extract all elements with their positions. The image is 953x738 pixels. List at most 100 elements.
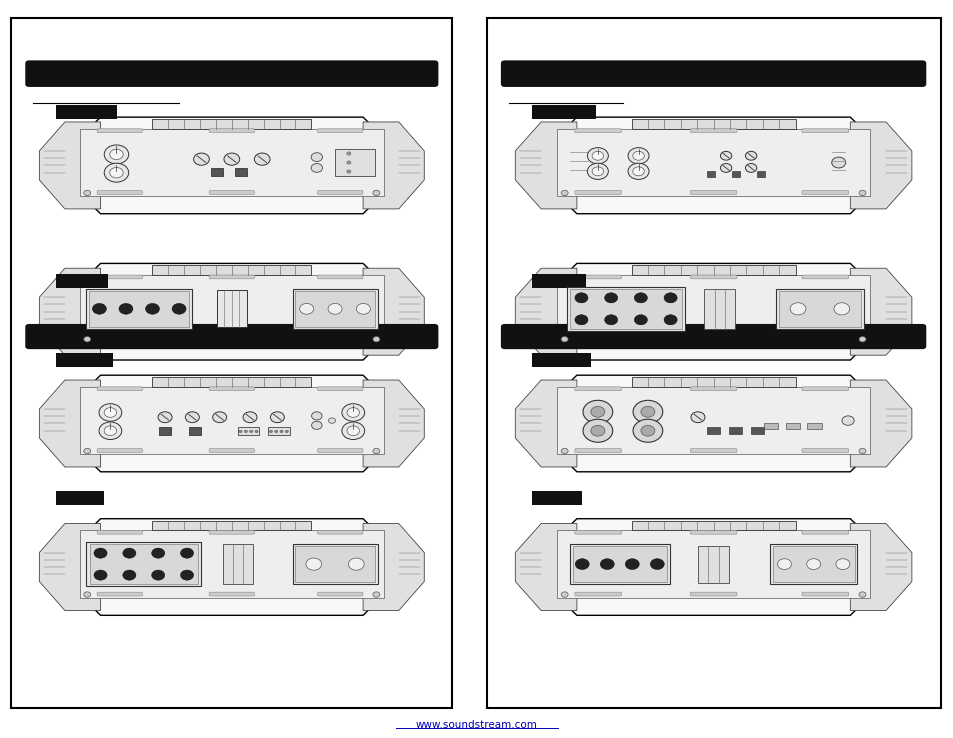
Bar: [80, 275, 383, 342]
Bar: [631, 119, 795, 128]
Circle shape: [858, 448, 865, 454]
Circle shape: [663, 314, 677, 325]
Polygon shape: [363, 122, 424, 209]
Polygon shape: [363, 380, 424, 467]
Circle shape: [604, 314, 617, 325]
FancyBboxPatch shape: [317, 387, 362, 390]
Circle shape: [348, 558, 364, 570]
FancyBboxPatch shape: [690, 337, 736, 341]
Bar: [750, 427, 762, 434]
Circle shape: [575, 293, 587, 303]
FancyBboxPatch shape: [97, 337, 142, 341]
Circle shape: [93, 570, 107, 580]
Circle shape: [285, 430, 288, 432]
Polygon shape: [515, 268, 577, 355]
Circle shape: [634, 314, 647, 325]
Bar: [55, 274, 109, 288]
Circle shape: [346, 170, 351, 173]
FancyBboxPatch shape: [801, 190, 848, 194]
Circle shape: [269, 430, 273, 432]
Polygon shape: [527, 375, 899, 472]
Circle shape: [93, 548, 107, 558]
Circle shape: [152, 548, 165, 558]
Bar: [557, 531, 869, 598]
Circle shape: [373, 337, 379, 342]
Bar: [55, 105, 117, 119]
Bar: [189, 427, 201, 435]
Circle shape: [84, 337, 91, 342]
Bar: [159, 427, 171, 435]
FancyBboxPatch shape: [575, 337, 620, 341]
FancyBboxPatch shape: [690, 275, 736, 279]
Circle shape: [575, 559, 589, 570]
Circle shape: [193, 153, 209, 165]
Bar: [80, 128, 383, 196]
Circle shape: [84, 190, 91, 196]
Circle shape: [104, 145, 129, 164]
Bar: [557, 387, 869, 455]
FancyBboxPatch shape: [690, 128, 736, 133]
Bar: [237, 427, 259, 435]
Polygon shape: [849, 268, 911, 355]
Polygon shape: [527, 519, 899, 615]
Bar: [557, 275, 869, 342]
FancyBboxPatch shape: [575, 190, 620, 194]
Circle shape: [92, 303, 107, 314]
FancyBboxPatch shape: [690, 592, 736, 596]
Text: www.soundstream.com: www.soundstream.com: [416, 720, 537, 730]
FancyBboxPatch shape: [801, 592, 848, 596]
Circle shape: [243, 412, 256, 423]
Circle shape: [346, 161, 351, 164]
Polygon shape: [849, 122, 911, 209]
Circle shape: [560, 337, 568, 342]
FancyBboxPatch shape: [317, 275, 362, 279]
Bar: [55, 353, 112, 367]
FancyBboxPatch shape: [97, 190, 142, 194]
FancyBboxPatch shape: [317, 449, 362, 452]
FancyBboxPatch shape: [801, 449, 848, 452]
FancyBboxPatch shape: [25, 324, 438, 349]
Circle shape: [560, 592, 568, 597]
Bar: [234, 168, 247, 176]
Circle shape: [590, 425, 604, 436]
Circle shape: [587, 163, 608, 179]
Bar: [211, 168, 222, 176]
FancyBboxPatch shape: [575, 531, 620, 534]
Bar: [293, 289, 377, 329]
FancyBboxPatch shape: [575, 387, 620, 390]
Circle shape: [146, 303, 159, 314]
FancyBboxPatch shape: [97, 531, 142, 534]
Bar: [703, 289, 735, 329]
Polygon shape: [515, 122, 577, 209]
Circle shape: [650, 559, 663, 570]
Circle shape: [84, 592, 91, 597]
Bar: [532, 491, 581, 505]
Bar: [294, 546, 375, 582]
FancyBboxPatch shape: [97, 128, 142, 133]
Bar: [152, 520, 311, 531]
Circle shape: [599, 559, 614, 570]
Polygon shape: [39, 523, 100, 610]
Circle shape: [633, 400, 662, 424]
FancyBboxPatch shape: [500, 324, 925, 349]
Circle shape: [592, 151, 603, 160]
FancyBboxPatch shape: [486, 18, 940, 708]
Polygon shape: [849, 380, 911, 467]
Bar: [532, 353, 590, 367]
Circle shape: [560, 448, 568, 454]
Bar: [698, 545, 728, 583]
Circle shape: [632, 151, 643, 160]
Circle shape: [104, 407, 116, 417]
FancyBboxPatch shape: [209, 275, 254, 279]
FancyBboxPatch shape: [801, 531, 848, 534]
Bar: [706, 170, 715, 177]
Circle shape: [311, 164, 322, 173]
Circle shape: [254, 153, 270, 165]
Circle shape: [158, 412, 172, 423]
Circle shape: [841, 416, 853, 425]
Polygon shape: [515, 523, 577, 610]
Polygon shape: [515, 380, 577, 467]
Circle shape: [152, 570, 165, 580]
Circle shape: [341, 422, 364, 440]
Circle shape: [640, 407, 654, 417]
